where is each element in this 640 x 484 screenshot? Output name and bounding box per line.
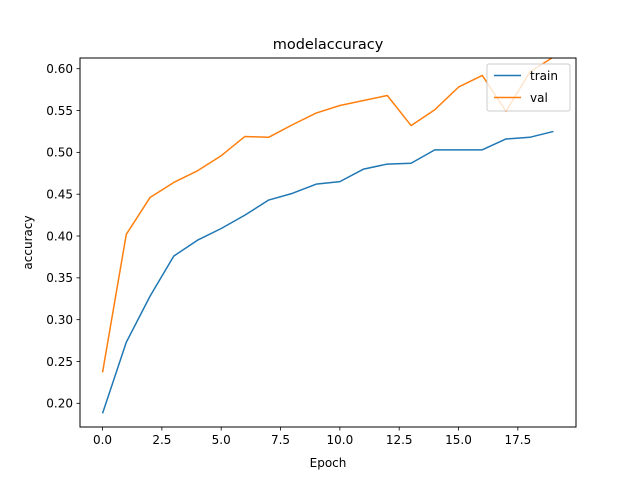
y-tick-label: 0.40 (46, 229, 73, 243)
x-tick-label: 7.5 (271, 433, 290, 447)
chart-title: modelaccuracy (273, 37, 384, 53)
x-axis-label: Epoch (310, 456, 347, 470)
y-tick-label: 0.45 (46, 187, 73, 201)
x-tick-label: 5.0 (212, 433, 231, 447)
y-tick-label: 0.20 (46, 397, 73, 411)
legend-label-train: train (530, 69, 558, 83)
x-tick-label: 17.5 (504, 433, 531, 447)
y-tick-label: 0.35 (46, 271, 73, 285)
y-tick-label: 0.50 (46, 146, 73, 160)
y-tick-label: 0.25 (46, 355, 73, 369)
x-tick-label: 2.5 (152, 433, 171, 447)
x-tick-label: 12.5 (386, 433, 413, 447)
x-tick-label: 15.0 (445, 433, 472, 447)
x-tick-label: 10.0 (327, 433, 354, 447)
x-tick-label: 0.0 (93, 433, 112, 447)
y-tick-label: 0.55 (46, 104, 73, 118)
y-tick-label: 0.60 (46, 62, 73, 76)
legend: train val (487, 64, 570, 111)
y-tick-label: 0.30 (46, 313, 73, 327)
y-axis-label: accuracy (21, 215, 35, 269)
legend-label-val: val (530, 91, 548, 105)
